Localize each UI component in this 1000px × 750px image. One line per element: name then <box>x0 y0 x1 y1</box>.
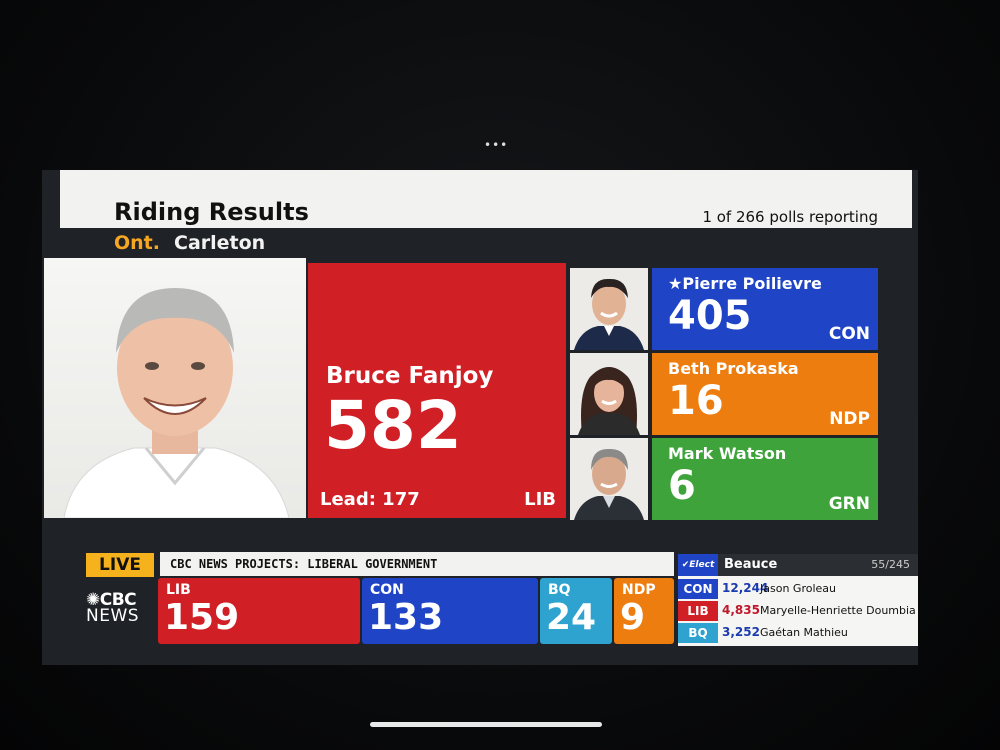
home-indicator-bar <box>370 722 602 727</box>
winner-votes: 582 <box>324 387 462 464</box>
row-votes: 12,244 <box>722 581 769 595</box>
seat-count-con: CON 133 <box>362 578 538 644</box>
elect-label: Elect <box>689 560 715 570</box>
row-candidate: Jason Groleau <box>760 582 836 595</box>
seat-party: LIB <box>166 582 191 598</box>
riding-name: Carleton <box>174 232 266 254</box>
row-candidate: Maryelle-Henriette Doumbia <box>760 604 916 617</box>
page-title: Riding Results <box>114 198 309 226</box>
news-ticker: CBC NEWS PROJECTS: LIBERAL GOVERNMENT <box>160 552 674 576</box>
winner-result-card: Bruce Fanjoy 582 Lead: 177 LIB <box>308 263 566 518</box>
row-party: LIB <box>678 601 718 621</box>
row-party: BQ <box>678 623 718 643</box>
row-candidate: Gaétan Mathieu <box>760 626 848 639</box>
candidate-name: ★Pierre Poilievre <box>668 274 822 293</box>
riding-bar: Ont. Carleton <box>60 228 912 258</box>
candidate-name: Mark Watson <box>668 444 787 463</box>
seat-number: 9 <box>620 597 646 638</box>
seat-count-lib: LIB 159 <box>158 578 360 644</box>
winner-lead: Lead: 177 <box>320 489 420 510</box>
riding-results-panel: Riding Results 1 of 266 polls reporting … <box>42 170 918 665</box>
candidate-card: Mark Watson 6 GRN <box>652 438 878 520</box>
candidate-votes: 6 <box>668 463 696 509</box>
candidate-votes: 405 <box>668 293 752 339</box>
other-riding-name: Beauce <box>724 557 778 572</box>
cbc-logo-line1: ✺CBC <box>86 590 154 610</box>
seat-count-ndp: NDP 9 <box>614 578 674 644</box>
live-badge: LIVE <box>86 553 154 577</box>
candidate-party: NDP <box>829 409 870 429</box>
seat-number: 159 <box>164 597 240 638</box>
other-riding-polls: 55/245 <box>871 558 910 571</box>
other-riding-panel: ✔Elect Beauce 55/245 CON 12,244 Jason Gr… <box>678 554 918 646</box>
cbc-logo-text: CBC <box>99 590 137 610</box>
other-riding-row: BQ 3,252 Gaétan Mathieu <box>678 623 918 643</box>
row-votes: 4,835 <box>722 603 760 617</box>
cbc-news-logo: ✺CBC NEWS <box>86 590 154 626</box>
other-riding-header: ✔Elect Beauce 55/245 <box>678 554 918 576</box>
candidate-card: ★Pierre Poilievre 405 CON <box>652 268 878 350</box>
other-riding-row: LIB 4,835 Maryelle-Henriette Doumbia <box>678 601 918 621</box>
polls-reporting: 1 of 266 polls reporting <box>702 208 878 226</box>
candidate-photo <box>570 353 648 435</box>
row-party: CON <box>678 579 718 599</box>
screen-menu-dots: ••• <box>484 138 509 152</box>
candidate-votes: 16 <box>668 378 724 424</box>
checkmark-icon: ✔ <box>681 560 690 570</box>
seat-party: NDP <box>622 582 656 598</box>
winner-party: LIB <box>524 489 556 510</box>
candidate-photo <box>570 438 648 520</box>
cbc-logo-line2: NEWS <box>86 606 140 626</box>
candidate-party: GRN <box>828 494 870 514</box>
candidate-photo <box>570 268 648 350</box>
seat-party: CON <box>370 582 404 598</box>
elect-badge: ✔Elect <box>678 554 718 576</box>
candidate-party: CON <box>828 324 870 344</box>
province-label: Ont. <box>114 232 160 254</box>
seat-number: 24 <box>546 597 597 638</box>
candidate-card: Beth Prokaska 16 NDP <box>652 353 878 435</box>
seat-count-bq: BQ 24 <box>540 578 612 644</box>
winner-photo <box>44 258 306 518</box>
winner-name: Bruce Fanjoy <box>326 363 494 389</box>
cbc-gem-icon: ✺ <box>86 590 100 610</box>
other-riding-row: CON 12,244 Jason Groleau <box>678 579 918 599</box>
candidate-name: Beth Prokaska <box>668 359 799 378</box>
row-votes: 3,252 <box>722 625 760 639</box>
seat-party: BQ <box>548 582 571 598</box>
seat-number: 133 <box>368 597 444 638</box>
